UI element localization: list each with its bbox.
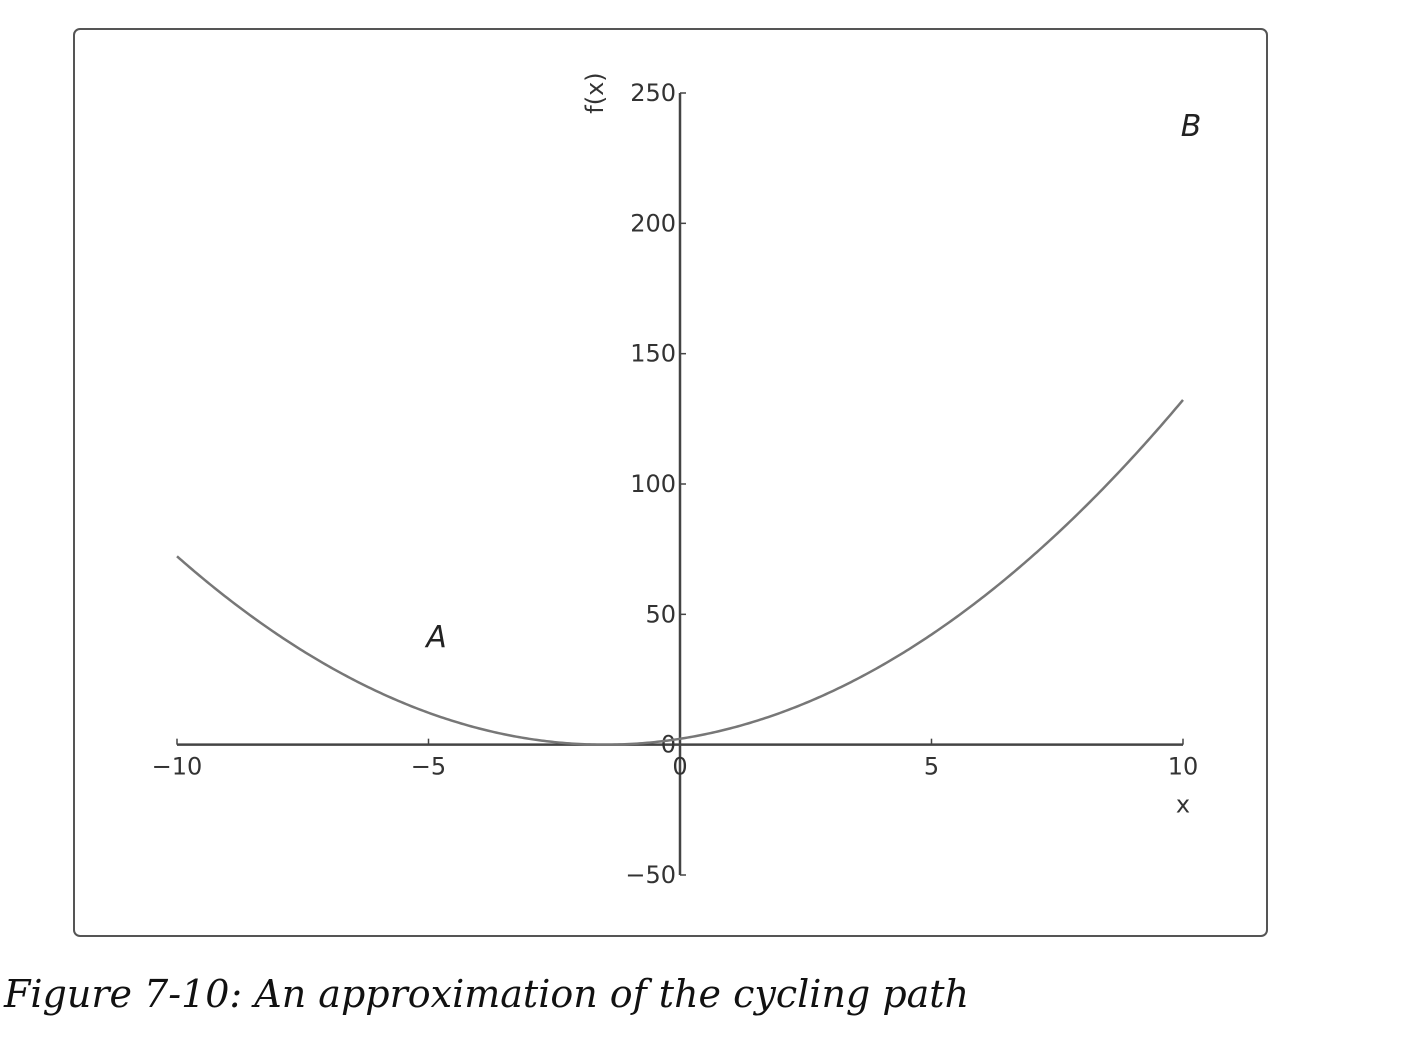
x-tick-label: 0 — [672, 753, 687, 781]
y-tick-label: 200 — [630, 209, 676, 237]
annotation-a: A — [424, 620, 447, 655]
x-tick-label: 10 — [1168, 753, 1199, 781]
y-axis-label: f(x) — [581, 72, 609, 113]
y-tick-label: 0 — [661, 731, 676, 759]
x-tick-label: 5 — [924, 753, 939, 781]
y-tick-label: 250 — [630, 79, 676, 107]
x-axis-label: x — [1176, 791, 1190, 819]
x-tick-label: −5 — [411, 753, 446, 781]
y-tick-label: 50 — [645, 600, 676, 628]
labels: x f(x) A B — [424, 72, 1201, 818]
y-tick-label: 150 — [630, 340, 676, 368]
x-tick-label: −10 — [152, 753, 203, 781]
function-curve — [176, 399, 1184, 746]
y-tick-label: 100 — [630, 470, 676, 498]
figure-caption: Figure 7-10: An approximation of the cyc… — [4, 972, 970, 1016]
y-tick-label: −50 — [625, 861, 676, 889]
figure-frame — [73, 28, 1268, 937]
annotation-b: B — [1181, 109, 1202, 144]
